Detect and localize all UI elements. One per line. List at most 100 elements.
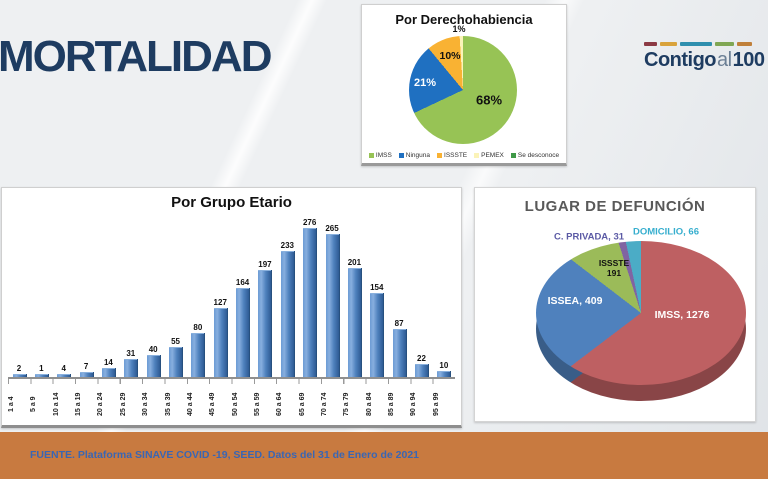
bar: [325, 234, 339, 377]
bar-value-label: 154: [370, 283, 384, 292]
bar-value-label: 2: [16, 364, 22, 373]
bar-column: 197: [254, 260, 276, 377]
bar-column: 127: [209, 298, 231, 377]
legend-swatch: [437, 153, 443, 158]
dash-teal: [680, 42, 712, 46]
bar-value-label: 233: [280, 241, 294, 250]
legend-item: IMSS: [368, 152, 392, 159]
bar: [370, 293, 384, 377]
dash-amber: [737, 42, 752, 46]
legend-swatch: [368, 153, 374, 158]
bar-value-label: 55: [171, 337, 180, 346]
legend-label: PEMEX: [481, 152, 504, 159]
x-axis-label: 90 a 94: [410, 392, 418, 416]
bar-value-label: 40: [148, 345, 158, 354]
x-axis-label: 95 a 99: [432, 392, 440, 416]
data-label-issste: ISSSTE 191: [599, 258, 629, 278]
legend-item: PEMEX: [474, 152, 504, 159]
bar: [12, 374, 26, 377]
chart-title-derechohabiencia: Por Derechohabiencia: [395, 12, 533, 27]
panel-lugar-defuncion: LUGAR DE DEFUNCIÓN C. PRIVADA, 31 DOMICI…: [474, 187, 756, 422]
x-axis-label: 80 a 84: [365, 392, 373, 416]
x-axis-label: 20 a 24: [97, 392, 105, 416]
source-note: FUENTE. Plataforma SINAVE COVID -19, SEE…: [30, 449, 420, 461]
bar: [414, 364, 428, 377]
bar: [101, 368, 115, 377]
x-axis-label: 50 a 54: [231, 392, 239, 416]
legend-label: Ninguna: [405, 152, 431, 159]
bar-column: 14: [97, 358, 119, 377]
bar-column: 154: [366, 283, 388, 377]
bar: [280, 251, 294, 377]
dash-green: [715, 42, 734, 46]
bar-value-label: 201: [347, 258, 362, 267]
slice-label-pemex-1: 1%: [452, 24, 466, 34]
chart-title-grupo-etario: Por Grupo Etario: [171, 194, 292, 211]
bar-value-label: 197: [258, 260, 272, 269]
x-axis-labels: 1 a 4 5 a 9 10 a 14 15 a 19 20 a 24 25 a 29 30…: [8, 384, 455, 424]
bar-value-label: 265: [325, 224, 339, 233]
legend-swatch: [474, 153, 480, 158]
chart-title-lugar-defuncion: LUGAR DE DEFUNCIÓN: [524, 198, 706, 215]
panel-derechohabiencia: Por Derechohabiencia 68% 21% 10% 1% IMSS…: [361, 4, 567, 166]
x-axis-label: 45 a 49: [209, 392, 217, 416]
dash-gold: [660, 42, 677, 46]
pie-chart-derechohabiencia: [409, 36, 517, 144]
bar-column: 80: [187, 323, 209, 377]
legend-item: Se desconoce: [510, 152, 560, 159]
bar: [303, 228, 317, 377]
bar-column: 7: [75, 362, 97, 377]
slice-label-ninguna-21: 21%: [413, 77, 437, 89]
x-axis-ticks: [8, 379, 455, 384]
x-axis-label: 70 a 74: [321, 392, 329, 416]
bar-column: 276: [299, 218, 321, 377]
bar-value-label: 80: [193, 323, 203, 332]
logo-word-contigo: Contigo: [644, 49, 717, 71]
x-axis-label: 30 a 34: [142, 392, 150, 416]
panel-grupo-etario: Por Grupo Etario 2 1 4 7 14 31 40 55 80 127 164 197…: [1, 187, 462, 428]
bar-column: 233: [276, 241, 298, 377]
x-axis-label: 10 a 14: [52, 392, 60, 416]
bar: [191, 333, 205, 377]
bar-column: 55: [165, 337, 187, 377]
legend-label: ISSSTE: [444, 152, 468, 159]
x-axis-label: 15 a 19: [75, 392, 83, 416]
bar: [146, 355, 160, 377]
bar-value-label: 87: [394, 319, 404, 328]
legend-swatch: [398, 153, 404, 158]
legend-label: Se desconoce: [517, 152, 560, 159]
bar: [392, 329, 406, 377]
bar: [57, 374, 71, 377]
data-label-issea: ISSEA, 409: [547, 295, 603, 307]
legend-swatch: [510, 153, 516, 158]
bar-value-label: 7: [83, 362, 89, 371]
bar-value-label: 10: [439, 361, 449, 370]
bar-plot-area: 2 1 4 7 14 31 40 55 80 127 164 197 233 276 265 201 154 87…: [8, 218, 455, 379]
legend-label: IMSS: [375, 152, 392, 159]
bar-column: 31: [120, 349, 142, 377]
x-axis-label: 35 a 39: [164, 392, 172, 416]
x-axis-label: 1 a 4: [8, 396, 15, 412]
bar-value-label: 1: [39, 364, 44, 373]
legend-item: ISSSTE: [437, 152, 467, 159]
dash-maroon: [644, 42, 657, 46]
bar-column: 265: [321, 224, 343, 377]
bar-column: 1: [30, 364, 52, 377]
logo-word-al: al: [717, 49, 732, 71]
bar: [437, 371, 451, 377]
x-axis-label: 75 a 79: [343, 392, 351, 416]
bar: [258, 270, 272, 377]
bar: [347, 268, 361, 377]
bar-column: 40: [142, 345, 164, 377]
bar-column: 4: [53, 364, 75, 377]
logo-word-100: 100: [732, 49, 765, 71]
bar: [236, 288, 250, 377]
issste-name: ISSSTE: [598, 258, 630, 268]
bar-column: 2: [8, 364, 30, 377]
x-axis-label: 5 a 9: [30, 396, 38, 412]
bar: [34, 374, 48, 377]
x-axis-label: 65 a 69: [298, 392, 306, 416]
bar-value-label: 14: [103, 358, 113, 367]
x-axis-label: 25 a 29: [119, 392, 127, 416]
data-label-c-privada: C. PRIVADA, 31: [553, 231, 625, 243]
